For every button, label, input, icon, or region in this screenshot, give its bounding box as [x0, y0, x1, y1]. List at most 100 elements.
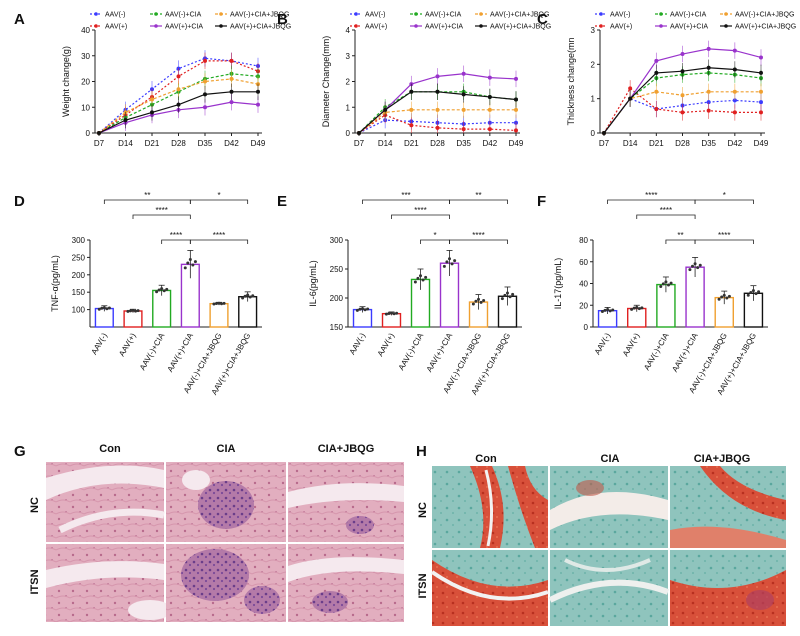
- data-point-aav: [706, 100, 711, 105]
- x-tick-label: D49: [509, 139, 524, 148]
- y-tick-label: 3: [591, 26, 596, 35]
- h-row-itsn: ITSN: [417, 573, 429, 598]
- significance-bracket: [362, 199, 450, 204]
- data-point-aav-cia: [706, 46, 711, 51]
- significance-label: **: [144, 191, 150, 200]
- data-point: [387, 311, 391, 315]
- x-tick-label: D49: [754, 139, 769, 148]
- legend-label: AAV(+)+CIA+JBQG: [735, 24, 796, 31]
- data-point-aav-cia: [229, 100, 234, 105]
- data-point: [419, 274, 422, 278]
- data-point-aav: [706, 108, 711, 113]
- data-point: [659, 284, 663, 288]
- data-point: [603, 308, 607, 312]
- he-image-nc-cia-jbqg: [288, 462, 404, 542]
- data-point: [358, 307, 362, 311]
- significance-bracket: [391, 214, 450, 219]
- significance-bracket: [636, 214, 696, 219]
- significance-label: ****: [472, 231, 484, 240]
- significance-label: ****: [170, 231, 182, 240]
- data-point: [105, 307, 109, 311]
- legend-marker: [94, 24, 98, 28]
- legend-marker: [219, 24, 223, 28]
- data-point-aav-cia-jbqg: [409, 89, 414, 94]
- data-point: [107, 306, 111, 310]
- significance-label: ****: [645, 191, 657, 200]
- data-point: [600, 310, 604, 314]
- data-point: [720, 295, 724, 299]
- data-point-aav-cia-jbqg: [759, 70, 763, 75]
- data-point-aav: [628, 86, 633, 91]
- data-point: [355, 308, 359, 312]
- legend-label: AAV(-)+CIA+JBQG: [230, 12, 289, 19]
- x-tick-label: D42: [727, 139, 742, 148]
- data-point: [214, 302, 218, 306]
- y-tick-label: 80: [579, 236, 588, 245]
- histology-panel-g: Con CIA CIA+JBQG NC ITSN: [29, 443, 404, 622]
- data-point-aav-cia-jbqg: [203, 79, 207, 84]
- data-point: [97, 307, 101, 311]
- data-point: [693, 262, 697, 266]
- data-point-aav: [203, 58, 207, 63]
- y-axis-label: TNF-α(pg/mL): [50, 255, 60, 312]
- data-point-aav-cia-jbqg: [654, 89, 659, 94]
- legend-marker: [479, 12, 483, 16]
- legend-label: AAV(-)+CIA+JBQG: [735, 12, 794, 19]
- x-tick-label: D21: [649, 139, 664, 148]
- data-point-aav-cia-jbqg: [487, 107, 492, 112]
- data-point-aav-cia-jbqg: [383, 107, 388, 112]
- data-point: [727, 294, 731, 298]
- significance-bracket: [189, 239, 249, 244]
- significance-bracket: [449, 239, 508, 244]
- data-point-aav-cia-jbqg: [732, 67, 737, 72]
- data-point-aav-cia-jbqg: [176, 102, 181, 107]
- data-point-aav: [654, 106, 659, 111]
- data-point: [222, 301, 226, 305]
- data-point-aav-cia: [732, 48, 737, 53]
- x-tick-label: AAV(+)+CIA: [166, 331, 196, 374]
- data-point: [503, 293, 507, 297]
- data-point: [471, 302, 475, 306]
- data-point: [506, 291, 509, 295]
- sf-image-itsn-cia: [548, 550, 670, 626]
- g-row-nc: NC: [29, 497, 41, 513]
- x-tick-label: D35: [456, 139, 471, 148]
- significance-bracket: [694, 199, 754, 204]
- data-point-aav-cia-jbqg: [435, 107, 440, 112]
- legend-marker: [354, 24, 358, 28]
- x-tick-label: D14: [118, 139, 133, 148]
- data-point-aav-cia-jbqg: [150, 97, 154, 102]
- data-point: [246, 293, 250, 297]
- bar-aav: [123, 310, 143, 328]
- data-point: [635, 305, 639, 309]
- x-tick-label: D14: [378, 139, 393, 148]
- data-point: [688, 268, 692, 272]
- data-point: [155, 290, 159, 294]
- legend-label: AAV(+)+CIA+JBQG: [230, 24, 291, 31]
- data-point-aav: [435, 125, 440, 130]
- data-point-aav: [229, 58, 234, 63]
- data-point: [191, 263, 195, 267]
- y-tick-label: 20: [81, 78, 90, 87]
- significance-label: ****: [213, 231, 225, 240]
- y-axis-label: Weight change(g): [61, 46, 71, 117]
- g-col-cia-jbqg: CIA+JBQG: [318, 443, 375, 455]
- significance-bracket: [103, 199, 191, 204]
- x-tick-label: AAV(+): [117, 331, 138, 358]
- x-tick-label: AAV(-): [348, 331, 368, 356]
- data-point: [669, 281, 673, 285]
- data-point: [186, 261, 190, 265]
- y-tick-label: 40: [579, 280, 588, 289]
- legend-marker: [154, 24, 158, 28]
- data-point-aav-cia: [514, 76, 518, 81]
- he-image-nc-con: [46, 462, 165, 542]
- bar-aav-cia: [152, 289, 172, 328]
- legend-label: AAV(-): [610, 12, 630, 19]
- chart-weight-change: 0 10 20 30 40 D7 D14 D21 D28 D35 D42 D49 Weight chan…: [61, 12, 291, 149]
- sf-image-itsn-con: [430, 550, 549, 626]
- legend-label: AAV(-)+CIA: [670, 12, 707, 19]
- data-point-aav-cia-jbqg: [759, 89, 763, 94]
- data-point-aav-cia-jbqg: [203, 92, 207, 97]
- legend-label: AAV(+)+CIA: [165, 24, 203, 31]
- data-point-aav-cia: [435, 74, 440, 79]
